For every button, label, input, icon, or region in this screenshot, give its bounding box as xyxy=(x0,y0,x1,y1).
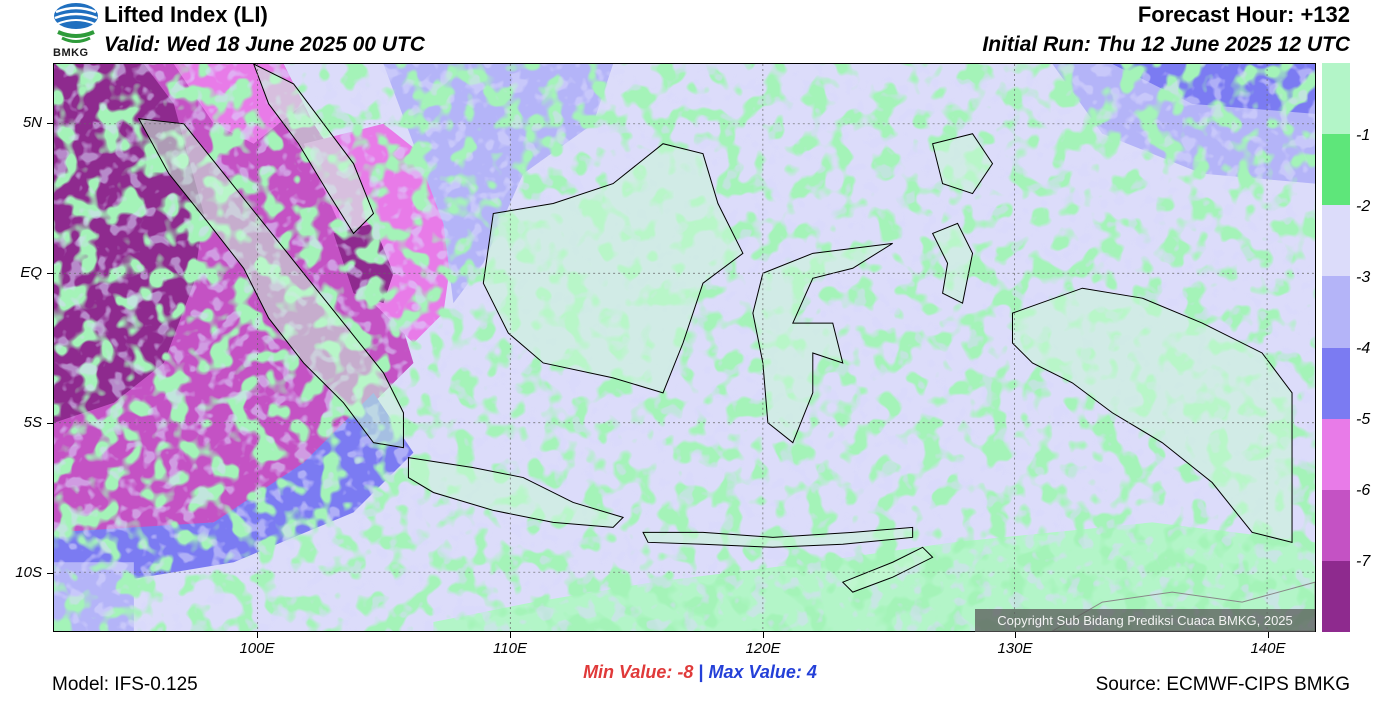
legend-swatch xyxy=(1322,276,1350,348)
legend-swatch xyxy=(1322,134,1350,206)
source-info: Source: ECMWF-CIPS BMKG xyxy=(1095,674,1350,695)
lon-tick xyxy=(1015,632,1016,638)
logo-text: BMKG xyxy=(53,47,89,59)
valid-time: Valid: Wed 18 June 2025 00 UTC xyxy=(104,33,425,56)
lat-tick xyxy=(47,273,53,274)
lon-label-110e: 110E xyxy=(493,640,527,657)
lat-tick xyxy=(47,123,53,124)
min-value: -8 xyxy=(677,662,694,682)
lat-tick xyxy=(47,573,53,574)
forecast-hour: Forecast Hour: +132 xyxy=(1137,2,1350,27)
land-new-guinea xyxy=(1011,287,1293,543)
land-borneo xyxy=(482,143,744,394)
lon-tick xyxy=(510,632,511,638)
lifted-index-map xyxy=(53,63,1316,632)
legend-label: -2 xyxy=(1356,198,1371,215)
lon-tick xyxy=(763,632,764,638)
land-java xyxy=(407,457,625,528)
legend-swatch xyxy=(1322,489,1350,561)
lat-label-10s: 10S xyxy=(15,564,42,581)
legend-label: -5 xyxy=(1356,411,1371,428)
min-label: Min Value: xyxy=(583,662,673,682)
land-halmahera xyxy=(931,222,974,304)
legend-label: -1 xyxy=(1356,127,1371,144)
lon-label-120e: 120E xyxy=(745,640,781,657)
lon-label-140e: 140E xyxy=(1250,640,1286,657)
land-lesser-sunda xyxy=(642,526,914,548)
land-sumatra xyxy=(137,118,404,449)
bmkg-logo xyxy=(54,3,98,43)
legend-label: -3 xyxy=(1356,269,1371,286)
copyright-notice: Copyright Sub Bidang Prediksi Cuaca BMKG… xyxy=(975,609,1315,632)
legend-label: -4 xyxy=(1356,340,1371,357)
legend-swatch xyxy=(1322,560,1350,632)
legend-swatch xyxy=(1322,347,1350,419)
lon-label-100e: 100E xyxy=(239,640,275,657)
lon-tick xyxy=(257,632,258,638)
lon-tick xyxy=(1268,632,1269,638)
lat-label-5s: 5S xyxy=(23,414,42,431)
max-value: 4 xyxy=(806,662,817,682)
min-max-line: Min Value: -8 | Max Value: 4 xyxy=(0,662,1400,683)
max-label: Max Value: xyxy=(708,662,802,682)
land-sulawesi xyxy=(752,242,893,444)
map-title: Lifted Index (LI) xyxy=(104,2,268,27)
land-mindanao xyxy=(932,133,994,195)
land-malay-peninsula xyxy=(253,64,375,235)
model-info: Model: IFS-0.125 xyxy=(52,674,198,695)
legend-swatch xyxy=(1322,205,1350,277)
initial-run: Initial Run: Thu 12 June 2025 12 UTC xyxy=(982,33,1350,56)
lon-label-130e: 130E xyxy=(997,640,1033,657)
stats-separator: | xyxy=(698,662,704,682)
lat-tick xyxy=(47,423,53,424)
legend-swatch xyxy=(1322,418,1350,490)
legend-label: -6 xyxy=(1356,482,1371,499)
legend-swatch xyxy=(1322,63,1350,135)
lat-label-5n: 5N xyxy=(22,114,42,131)
legend-label: -7 xyxy=(1356,553,1371,570)
land-australia xyxy=(1051,581,1315,631)
lat-label-eq: EQ xyxy=(20,264,42,281)
legend-colorbar xyxy=(1322,63,1350,632)
land-timor xyxy=(841,546,934,593)
